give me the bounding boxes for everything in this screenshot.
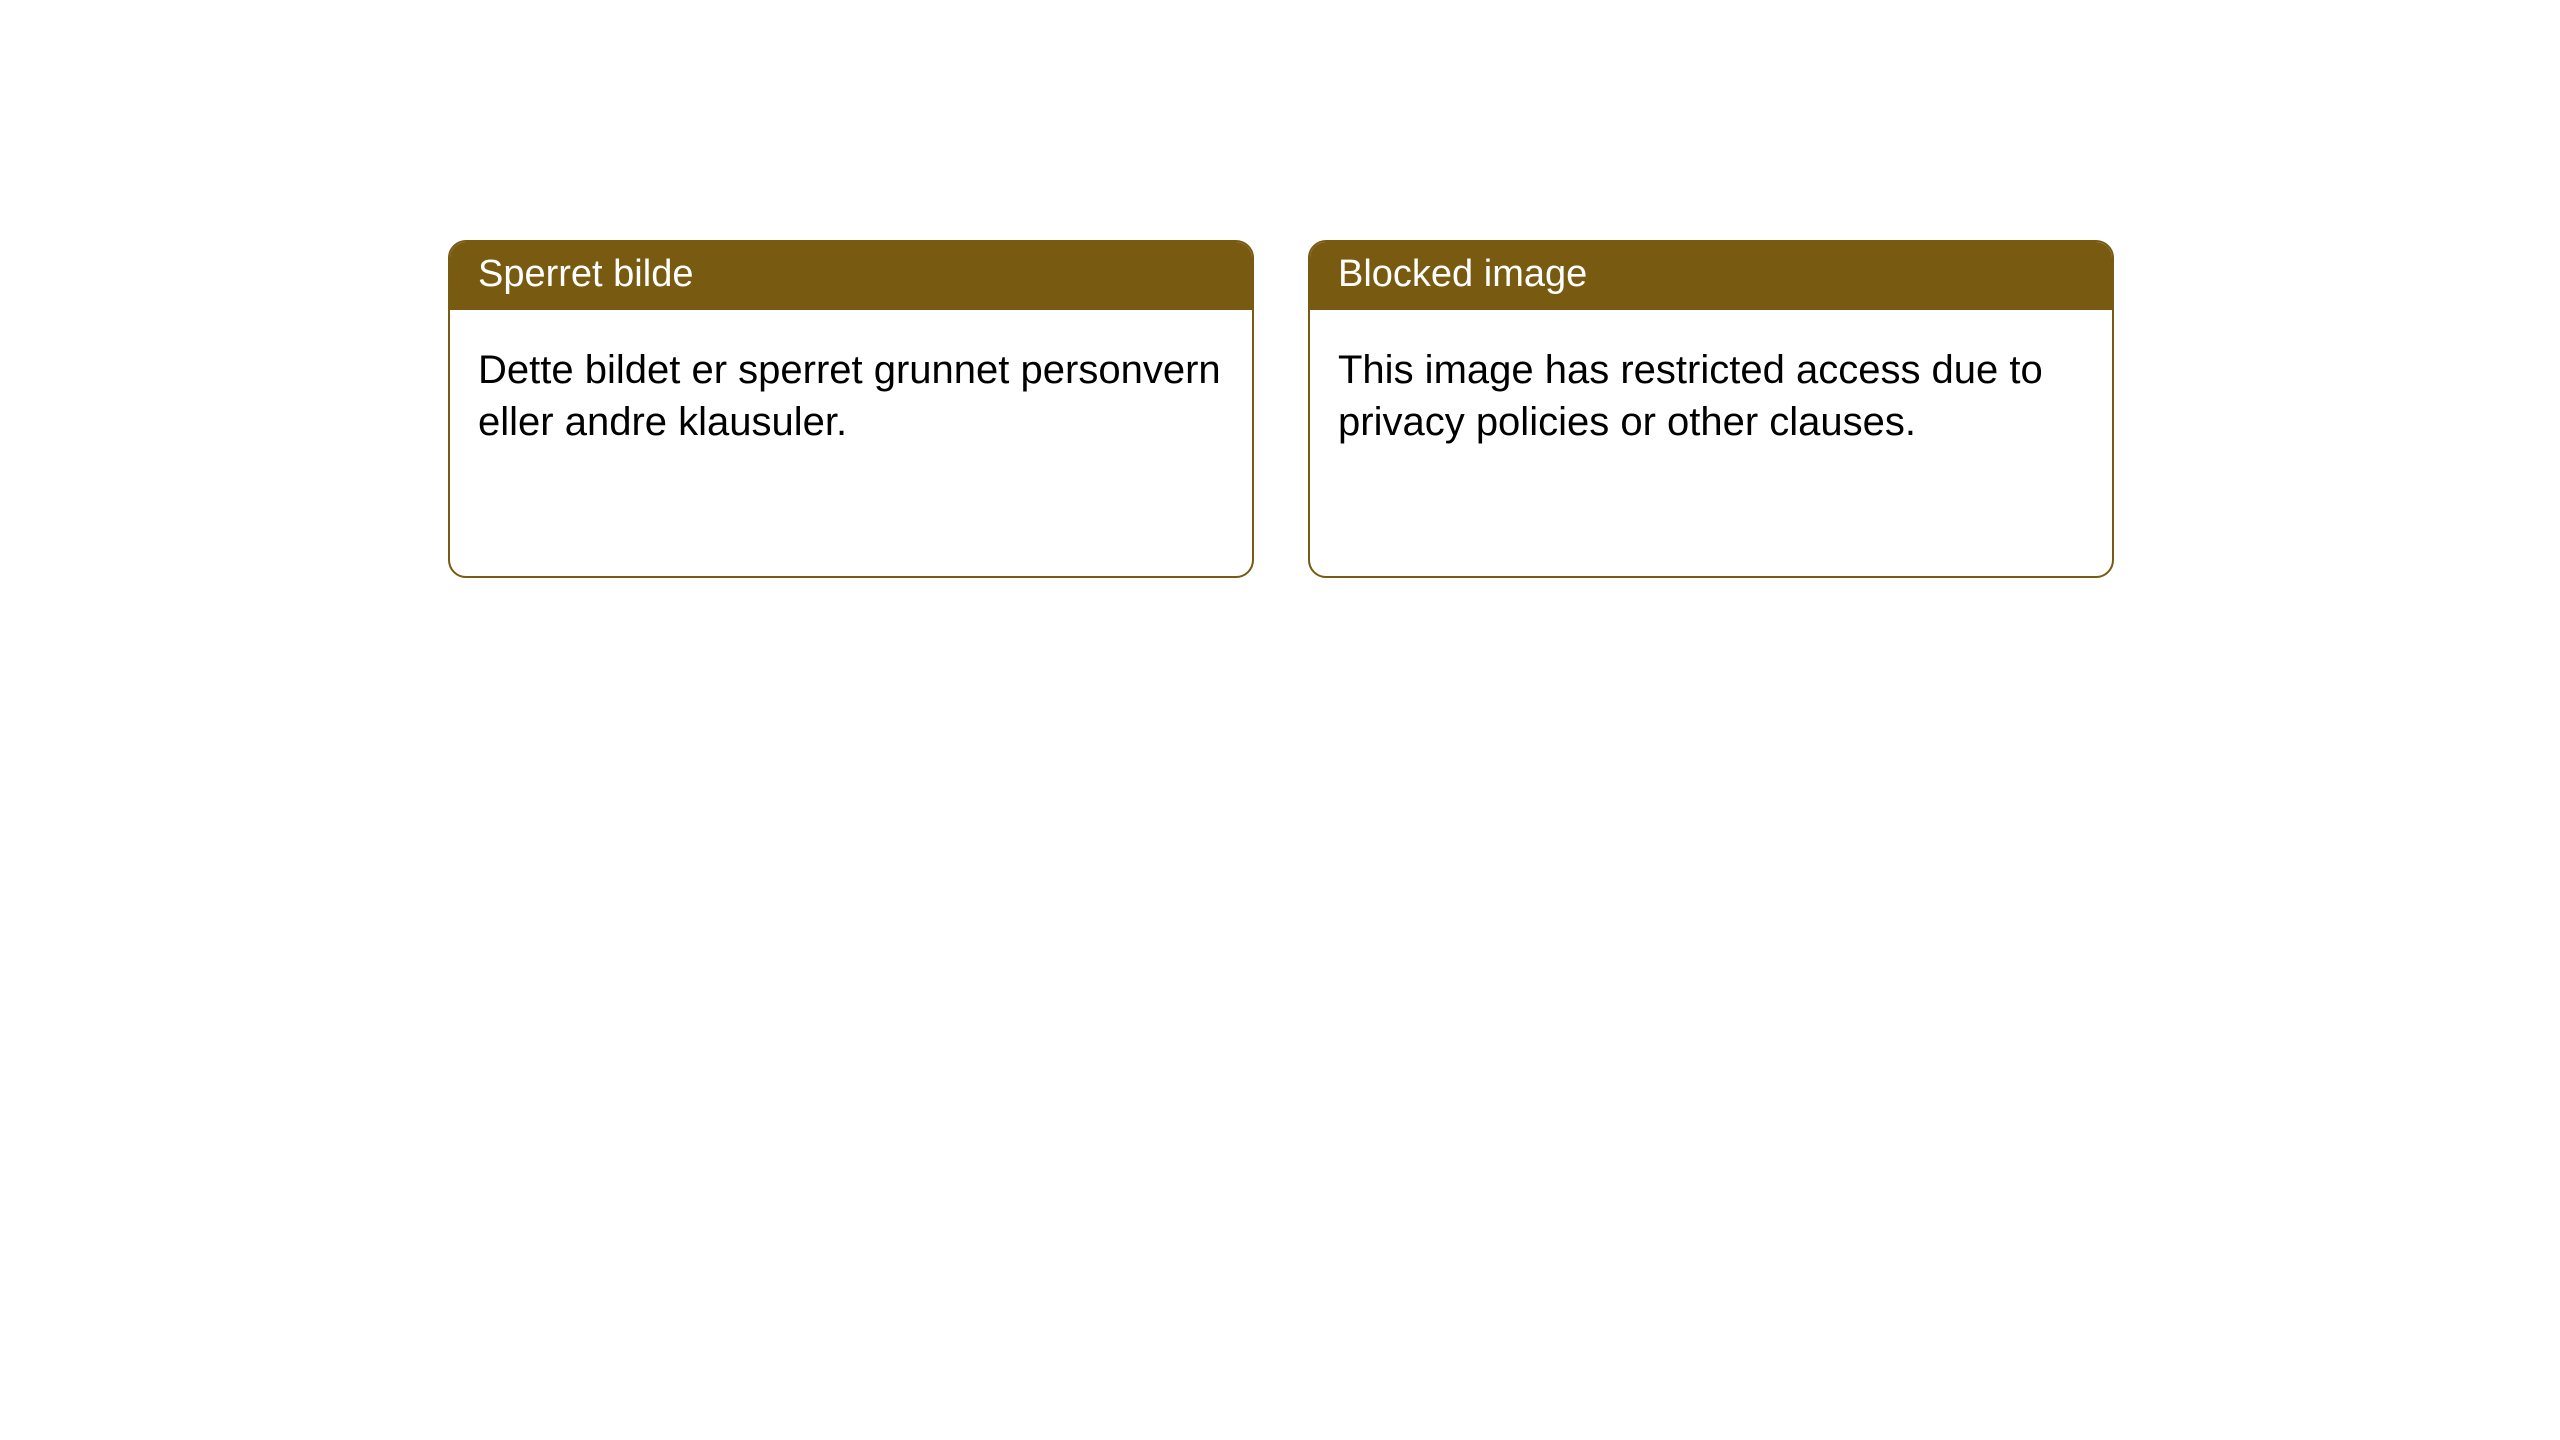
card-body: Dette bildet er sperret grunnet personve…: [450, 310, 1252, 484]
blocked-image-card-en: Blocked image This image has restricted …: [1308, 240, 2114, 578]
card-header: Blocked image: [1310, 242, 2112, 310]
card-body: This image has restricted access due to …: [1310, 310, 2112, 484]
blocked-image-card-no: Sperret bilde Dette bildet er sperret gr…: [448, 240, 1254, 578]
notice-container: Sperret bilde Dette bildet er sperret gr…: [448, 240, 2114, 578]
card-header: Sperret bilde: [450, 242, 1252, 310]
